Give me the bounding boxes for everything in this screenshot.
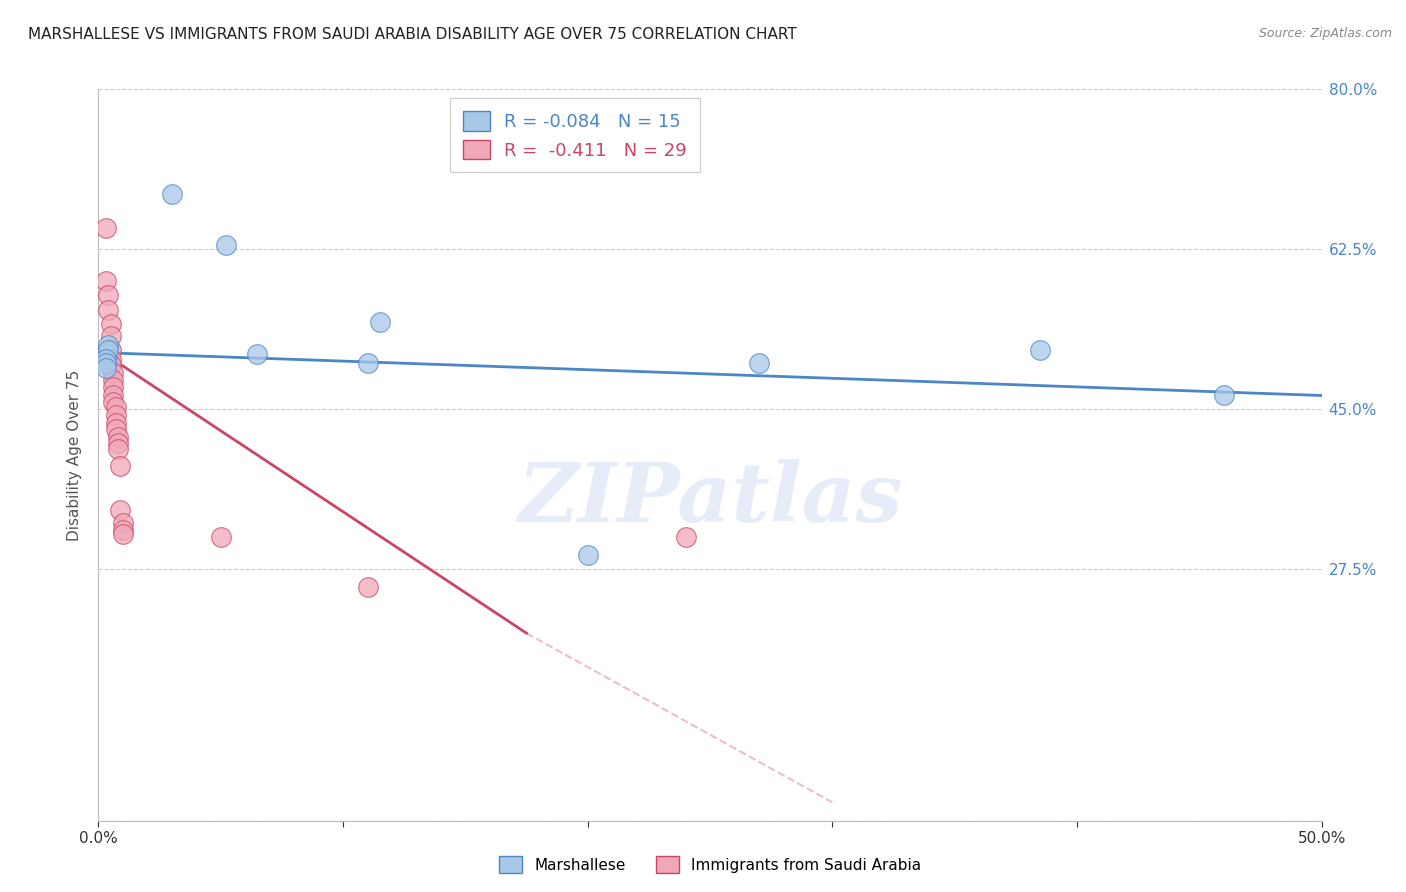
- Point: [107, 430, 129, 444]
- Point: [104, 416, 127, 430]
- Text: ZIPatlas: ZIPatlas: [517, 458, 903, 539]
- Point: [356, 581, 378, 595]
- Point: [94, 274, 117, 288]
- Point: [94, 356, 117, 371]
- Point: [111, 527, 134, 541]
- Point: [111, 523, 134, 537]
- Y-axis label: Disability Age Over 75: Disability Age Over 75: [67, 369, 83, 541]
- Point: [100, 359, 122, 373]
- Point: [97, 343, 120, 357]
- Point: [100, 329, 122, 343]
- Point: [101, 373, 124, 387]
- Point: [104, 401, 127, 415]
- Point: [110, 502, 132, 516]
- Point: [111, 516, 134, 531]
- Point: [97, 303, 120, 318]
- Point: [1029, 343, 1052, 357]
- Point: [1212, 388, 1234, 402]
- Point: [100, 343, 122, 357]
- Text: Source: ZipAtlas.com: Source: ZipAtlas.com: [1258, 27, 1392, 40]
- Point: [100, 317, 122, 331]
- Point: [101, 395, 124, 409]
- Point: [94, 361, 117, 376]
- Point: [576, 549, 599, 563]
- Point: [101, 366, 124, 380]
- Point: [97, 288, 120, 302]
- Point: [107, 436, 129, 450]
- Point: [368, 315, 391, 329]
- Point: [104, 422, 127, 436]
- Point: [97, 338, 120, 352]
- Point: [101, 387, 124, 401]
- Point: [748, 356, 770, 371]
- Text: MARSHALLESE VS IMMIGRANTS FROM SAUDI ARABIA DISABILITY AGE OVER 75 CORRELATION C: MARSHALLESE VS IMMIGRANTS FROM SAUDI ARA…: [28, 27, 797, 42]
- Point: [110, 458, 132, 473]
- Point: [675, 530, 697, 544]
- Point: [209, 530, 232, 544]
- Point: [104, 408, 127, 422]
- Point: [356, 356, 378, 371]
- Point: [160, 187, 183, 202]
- Point: [94, 221, 117, 235]
- Point: [94, 351, 117, 366]
- Point: [100, 351, 122, 366]
- Point: [94, 347, 117, 361]
- Point: [246, 347, 269, 361]
- Point: [101, 380, 124, 394]
- Point: [214, 237, 236, 252]
- Point: [107, 442, 129, 457]
- Legend: Marshallese, Immigrants from Saudi Arabia: Marshallese, Immigrants from Saudi Arabi…: [492, 850, 928, 879]
